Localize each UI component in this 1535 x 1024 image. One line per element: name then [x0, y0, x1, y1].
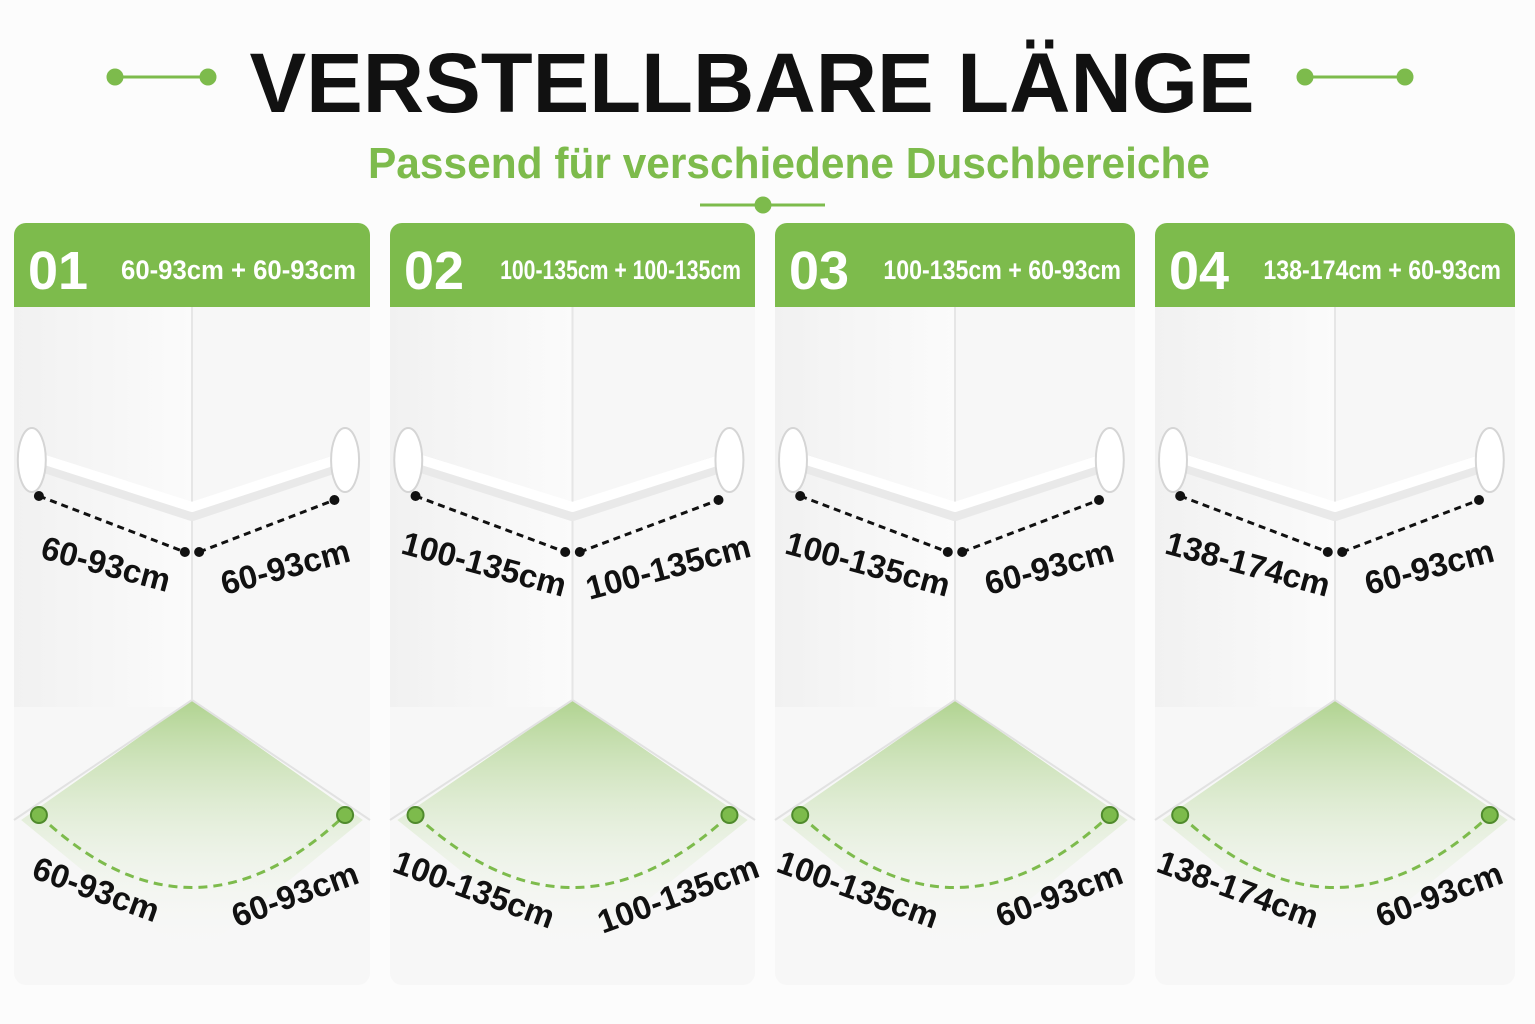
subtitle: Passend für verschiedene Duschbereiche — [368, 139, 1210, 188]
arrow-head — [1474, 495, 1484, 505]
arrow-head — [560, 547, 571, 557]
arrow-head — [1175, 491, 1186, 501]
rod-arrow — [961, 498, 1100, 554]
panel-range: 60-93cm + 60-93cm — [121, 255, 356, 285]
arc-endpoint — [336, 806, 355, 824]
arrow-head — [194, 547, 205, 557]
shower-rod-highlight — [414, 453, 728, 512]
floor-area — [397, 700, 748, 960]
arrow-head — [410, 491, 421, 501]
arc-endpoint — [406, 806, 425, 824]
panel-range: 100-135cm + 60-93cm — [883, 255, 1121, 285]
arc-endpoint — [1171, 806, 1190, 824]
rod-bracket — [714, 427, 745, 493]
rod-arrow — [38, 494, 186, 554]
rod-arrow — [415, 494, 566, 554]
rod-arrow — [198, 498, 335, 554]
arc-endpoint — [720, 806, 739, 824]
panel-header-base — [390, 263, 755, 307]
title-decoration — [106, 68, 1414, 214]
shower-rod-highlight — [37, 453, 344, 512]
arc-endpoint — [1480, 806, 1499, 824]
panel-header-base — [775, 263, 1135, 307]
floor-area — [21, 700, 363, 960]
panel-header-base — [14, 263, 370, 307]
rod-bracket — [1474, 427, 1505, 493]
rod-arrow — [1179, 494, 1329, 554]
arrow-head — [179, 547, 190, 557]
title: VERSTELLBARE LÄNGE — [250, 36, 1255, 130]
arc-endpoint — [29, 806, 48, 824]
floor-arc — [1179, 813, 1491, 889]
rod-bracket — [330, 427, 361, 493]
panel-number: 03 — [789, 241, 849, 301]
arc-endpoint — [1100, 806, 1119, 824]
arrow-head — [574, 547, 585, 557]
arrow-head — [942, 547, 953, 557]
floor-arc — [799, 813, 1111, 889]
panel-range: 138-174cm + 60-93cm — [1263, 255, 1501, 285]
floor-area — [782, 700, 1128, 960]
arrow-head — [713, 495, 724, 505]
panel-range: 100-135cm + 100-135cm — [500, 255, 741, 285]
panel-number: 02 — [404, 241, 464, 301]
shower-rod-highlight — [1178, 453, 1488, 512]
panel-number: 01 — [28, 241, 88, 301]
arrow-head — [1094, 495, 1104, 505]
rod-arrow — [579, 498, 720, 554]
rod-arrow — [799, 494, 949, 554]
arrow-head — [1337, 547, 1348, 557]
arrow-head — [795, 491, 806, 501]
rod-bracket — [393, 427, 424, 493]
floor-arc — [37, 813, 347, 889]
floor-arc — [414, 813, 731, 889]
rod-arrow — [1341, 498, 1480, 554]
arrow-head — [33, 491, 44, 501]
arrow-head — [957, 547, 968, 557]
shower-rod-highlight — [798, 453, 1108, 512]
rod-bracket — [1158, 427, 1188, 493]
rod-bracket — [16, 427, 47, 493]
arrow-head — [1322, 547, 1333, 557]
arrow-head — [329, 495, 340, 505]
rod-bracket — [778, 427, 808, 493]
panel-header-base — [1155, 263, 1515, 307]
rod-bracket — [1094, 427, 1125, 493]
panel-number: 04 — [1169, 241, 1229, 301]
floor-area — [1162, 700, 1508, 960]
arc-endpoint — [791, 806, 810, 824]
